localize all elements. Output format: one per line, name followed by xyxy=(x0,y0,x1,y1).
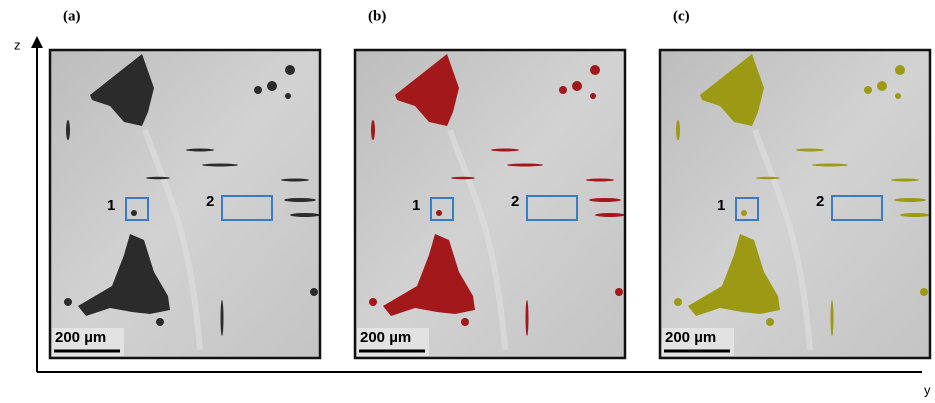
roi-label: 2 xyxy=(206,193,214,210)
z-arrow xyxy=(31,36,43,48)
scale-bar-label: 200 µm xyxy=(55,329,106,346)
roi-label: 2 xyxy=(511,193,519,210)
z-label: z xyxy=(14,37,21,52)
y-label: y xyxy=(924,382,931,397)
roi-label: 1 xyxy=(717,197,725,214)
roi-label: 2 xyxy=(816,193,824,210)
panel-label: (c) xyxy=(673,8,690,24)
roi-label: 1 xyxy=(412,197,420,214)
scale-bar-label: 200 µm xyxy=(665,329,716,346)
panel: 1 2 200 µm xyxy=(355,50,625,358)
panel: 1 2 200 µm xyxy=(660,50,930,358)
panel: 1 2 200 µm xyxy=(50,50,320,358)
scale-bar-label: 200 µm xyxy=(360,329,411,346)
panel-label: (a) xyxy=(63,8,81,24)
roi-label: 1 xyxy=(107,197,115,214)
panel-label: (b) xyxy=(368,8,386,24)
figure: z y 1 2 200 µm (a) 1 2 200 µm (b) 1 2 200 µm (c) xyxy=(0,0,935,403)
